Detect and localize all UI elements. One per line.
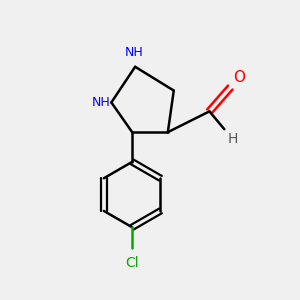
- Text: NH: NH: [92, 96, 110, 109]
- Text: H: H: [227, 132, 238, 146]
- Text: NH: NH: [124, 46, 143, 59]
- Text: Cl: Cl: [125, 256, 139, 269]
- Text: O: O: [233, 70, 245, 85]
